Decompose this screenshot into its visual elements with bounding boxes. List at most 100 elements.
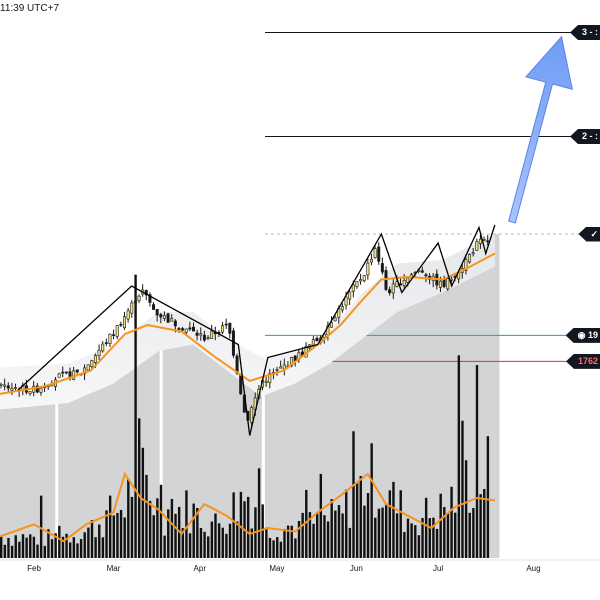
- candle-body: [264, 380, 268, 383]
- volume-bar: [65, 533, 68, 558]
- volume-bar: [388, 490, 392, 558]
- volume-bar: [297, 520, 301, 558]
- volume-bar: [250, 528, 254, 558]
- candle-body: [14, 387, 18, 389]
- volume-bar: [443, 507, 446, 558]
- candle-body: [231, 330, 235, 356]
- candle-body: [83, 367, 87, 375]
- target-1-tag[interactable]: ✓: [578, 226, 600, 242]
- volume-bar: [138, 418, 141, 558]
- candle-body: [202, 334, 206, 341]
- target-2-tag[interactable]: 2 - :: [569, 129, 600, 144]
- range-separator: [261, 240, 265, 558]
- range-separator: [159, 240, 163, 558]
- candle-body: [184, 328, 188, 333]
- candle-body: [93, 355, 97, 363]
- candle-body: [311, 339, 315, 346]
- time-axis: Feb Mar Apr May Jun Jul Aug: [0, 559, 600, 573]
- candle-body: [380, 263, 384, 273]
- candle-body: [3, 384, 7, 387]
- volume-bar: [203, 531, 206, 558]
- volume-bar: [199, 527, 203, 558]
- candle-body: [446, 278, 450, 290]
- candle-body: [464, 259, 468, 271]
- volume-bar: [32, 536, 36, 558]
- volume-bar: [58, 525, 61, 558]
- candle-body: [388, 289, 392, 294]
- candle-body: [148, 294, 152, 303]
- candle-body: [152, 304, 156, 310]
- volume-bar: [377, 508, 381, 558]
- candle-body: [199, 333, 203, 336]
- volume-bar: [483, 489, 486, 558]
- volume-bar: [39, 495, 43, 558]
- volume-bar: [145, 474, 148, 558]
- volume-bar: [417, 535, 421, 558]
- candle-body: [191, 326, 195, 332]
- candle-body: [104, 342, 108, 344]
- volume-bar: [421, 517, 424, 558]
- volume-bar: [83, 532, 86, 558]
- volume-bar: [312, 523, 315, 558]
- candle-body: [177, 328, 181, 330]
- volume-bar: [156, 498, 159, 558]
- volume-bar: [334, 510, 337, 558]
- candle-body: [482, 239, 486, 241]
- volume-bar: [301, 512, 304, 558]
- volume-bars: [0, 274, 495, 558]
- x-tick-label: Jul: [433, 564, 443, 573]
- volume-bar: [446, 512, 450, 558]
- volume-bar: [268, 537, 272, 558]
- candle-body: [206, 337, 210, 339]
- volume-bar: [116, 512, 119, 558]
- candle-body: [330, 322, 334, 328]
- price-ma-line: [0, 252, 496, 395]
- volume-bar: [188, 533, 192, 558]
- x-tick-label: Feb: [27, 564, 41, 573]
- candle-body: [61, 371, 65, 374]
- candle-body: [355, 281, 359, 287]
- candle-body: [391, 283, 395, 294]
- candle-body: [181, 328, 185, 331]
- volume-bar: [79, 538, 83, 558]
- volume-bar: [127, 478, 130, 558]
- volume-bar: [435, 528, 439, 558]
- candle-body: [166, 313, 170, 323]
- volume-bar: [239, 491, 243, 558]
- volume-bar: [432, 517, 435, 558]
- candle-body: [90, 360, 94, 367]
- volume-bar: [228, 523, 232, 558]
- candle-body: [119, 323, 123, 326]
- volume-bar: [355, 483, 359, 558]
- volume-bar: [210, 521, 214, 558]
- candle-body: [155, 309, 159, 316]
- candle-body: [438, 280, 442, 288]
- candle-body: [268, 373, 272, 384]
- candle-body: [28, 391, 32, 394]
- volume-bar: [475, 365, 479, 558]
- volume-bar: [294, 538, 297, 558]
- volume-bar: [232, 492, 235, 558]
- volume-bar: [439, 493, 442, 558]
- target-3-tag[interactable]: 3 - :: [569, 25, 600, 40]
- candle-body: [57, 373, 61, 378]
- candle-body: [97, 349, 101, 356]
- candle-body: [6, 385, 10, 389]
- volume-bar: [290, 525, 293, 558]
- volume-bar: [428, 518, 431, 558]
- volume-bar: [14, 535, 17, 558]
- volume-bar: [148, 500, 152, 558]
- volume-bar: [50, 539, 54, 558]
- volume-bar: [94, 537, 97, 558]
- entry-price-tag[interactable]: ◉ 19: [565, 327, 600, 343]
- volume-bar: [76, 543, 79, 558]
- volume-bar: [221, 527, 224, 558]
- candle-body: [64, 371, 68, 374]
- candle-body: [366, 262, 370, 276]
- candle-body: [373, 248, 377, 258]
- volume-bar: [54, 533, 57, 558]
- stop-price-tag[interactable]: 1762: [565, 353, 600, 369]
- candle-body: [348, 291, 352, 300]
- volume-bar: [348, 527, 352, 558]
